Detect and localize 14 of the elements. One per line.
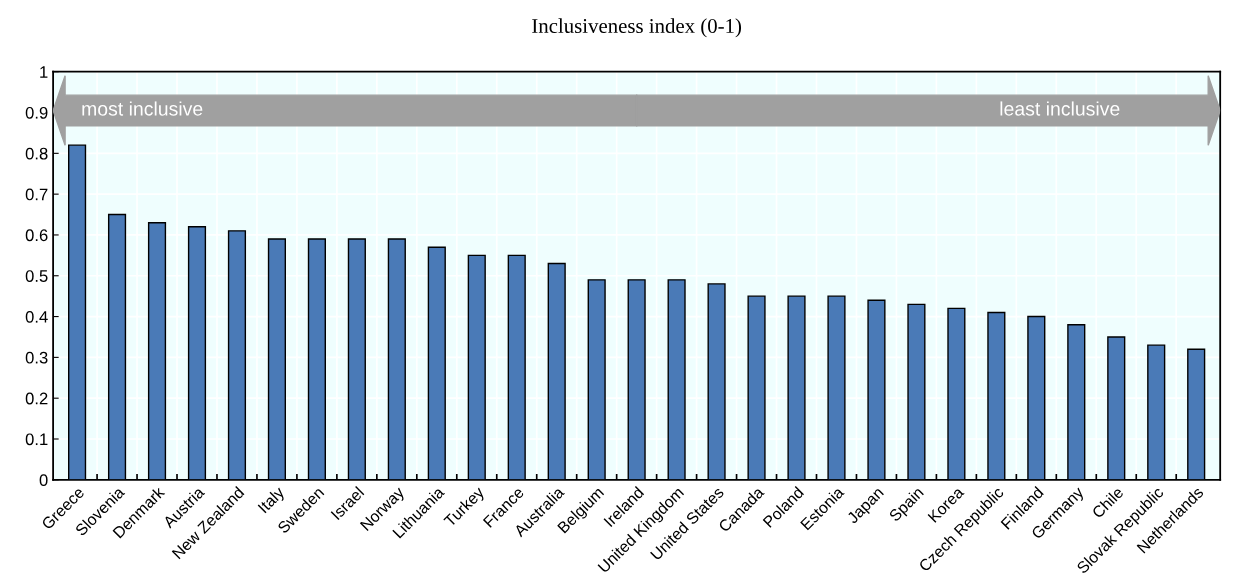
y-tick-label: 0.4 — [25, 310, 48, 323]
y-tick-label: 0.7 — [25, 188, 48, 201]
y-tick-label: 0.1 — [25, 433, 48, 446]
y-tick-label: 0.3 — [25, 351, 48, 364]
annotation: most inclusive — [82, 101, 203, 116]
y-tick-label: 0.8 — [25, 147, 48, 160]
y-tick-label: 0 — [39, 474, 48, 487]
y-tick-label: 0.5 — [25, 270, 48, 282]
y-tick-label: 0.9 — [25, 106, 48, 119]
y-tick-label: 1 — [40, 66, 48, 78]
annotation: least inclusive — [1000, 101, 1120, 116]
y-tick-label: 0.6 — [25, 229, 48, 242]
chart-title: Inclusiveness index (0-1) — [532, 18, 742, 38]
y-tick-label: 0.2 — [25, 392, 48, 405]
